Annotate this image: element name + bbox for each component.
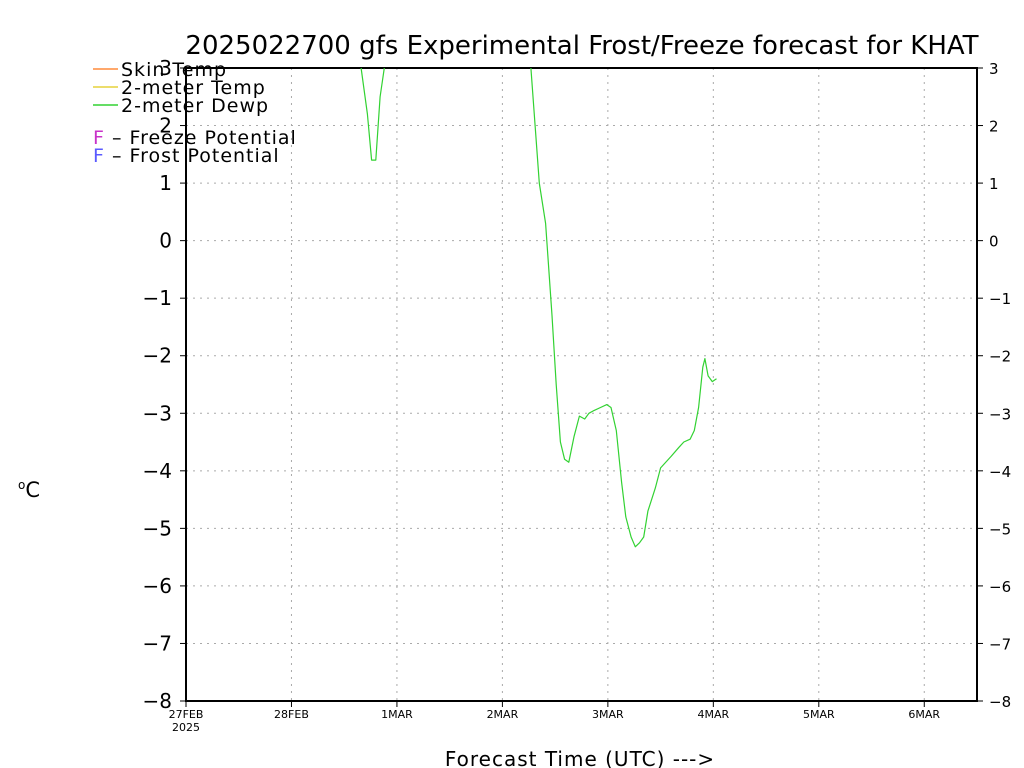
legend-label: Skin Temp <box>121 59 227 81</box>
y-tick-label-right: −7 <box>989 635 1011 653</box>
x-tick-label: 2MAR <box>487 708 519 721</box>
x-tick-label: 5MAR <box>803 708 835 721</box>
legend-marker-label: – Frost Potential <box>105 145 280 167</box>
y-tick-label-right: −6 <box>989 578 1011 596</box>
y-tick-label-left: −8 <box>143 689 172 713</box>
x-tick-label: 4MAR <box>697 708 729 721</box>
legend-marker-entry: F – Frost Potential <box>93 145 280 167</box>
y-tick-label-left: −4 <box>143 459 172 483</box>
y-axis-label-unit: C <box>25 478 40 502</box>
y-tick-label-left: −1 <box>143 286 172 310</box>
x-tick-label: 3MAR <box>592 708 624 721</box>
y-tick-label-left: 0 <box>159 229 172 253</box>
legend-label: 2-meter Dewp <box>121 95 269 117</box>
y-tick-label-left: 1 <box>159 171 172 195</box>
plot-frame <box>185 67 978 702</box>
x-tick-label: 28FEB <box>274 708 309 721</box>
y-tick-label-right: −5 <box>989 520 1011 538</box>
x-tick-label: 6MAR <box>908 708 940 721</box>
legend-marker-symbol: F <box>93 127 105 149</box>
x-tick-label: 1MAR <box>381 708 413 721</box>
y-tick-label-left: −5 <box>143 516 172 540</box>
series-lines <box>360 67 717 548</box>
series-line-dewpoint <box>530 67 717 548</box>
y-tick-label-left: 3 <box>159 56 172 80</box>
x-axis-label: Forecast Time (UTC) ---> <box>445 747 715 768</box>
y-tick-label-right: −8 <box>989 693 1011 711</box>
legend-label: 2-meter Temp <box>121 77 266 99</box>
chart-title: 2025022700 gfs Experimental Frost/Freeze… <box>185 31 978 61</box>
y-tick-label-right: 1 <box>989 175 999 193</box>
series-line-dewpoint <box>360 67 385 161</box>
y-tick-label-right: −2 <box>989 348 1011 366</box>
legend-marker-entry: F – Freeze Potential <box>93 127 297 149</box>
legend-marker-symbol: F <box>93 145 105 167</box>
y-axis-label-degree: o <box>18 478 25 492</box>
y-tick-label-left: −6 <box>143 574 172 598</box>
legend-marker-label: – Freeze Potential <box>105 127 297 149</box>
y-tick-label-right: −4 <box>989 463 1011 481</box>
y-tick-label-right: 2 <box>989 118 999 136</box>
y-tick-label-right: 0 <box>989 233 999 251</box>
x-tick-sublabel: 2025 <box>172 721 200 734</box>
y-tick-label-left: −3 <box>143 401 172 425</box>
gridlines <box>186 68 977 701</box>
y-tick-label-right: −1 <box>989 290 1011 308</box>
y-tick-label-left: −7 <box>143 631 172 655</box>
y-tick-label-right: 3 <box>989 60 999 78</box>
x-tick-label: 27FEB <box>169 708 204 721</box>
y-tick-label-right: −3 <box>989 405 1011 423</box>
y-tick-label-left: −2 <box>143 344 172 368</box>
y-axis-label: oC <box>18 478 40 502</box>
y-axis-ticks: −8 −8 −7 −7 −6 −6 −5 −5 −4 −4 −3 −3 −2 −2 −1 −1 0 0 1 1 2 2 3 3 <box>143 56 1012 713</box>
y-tick-label-left: 2 <box>159 114 172 138</box>
